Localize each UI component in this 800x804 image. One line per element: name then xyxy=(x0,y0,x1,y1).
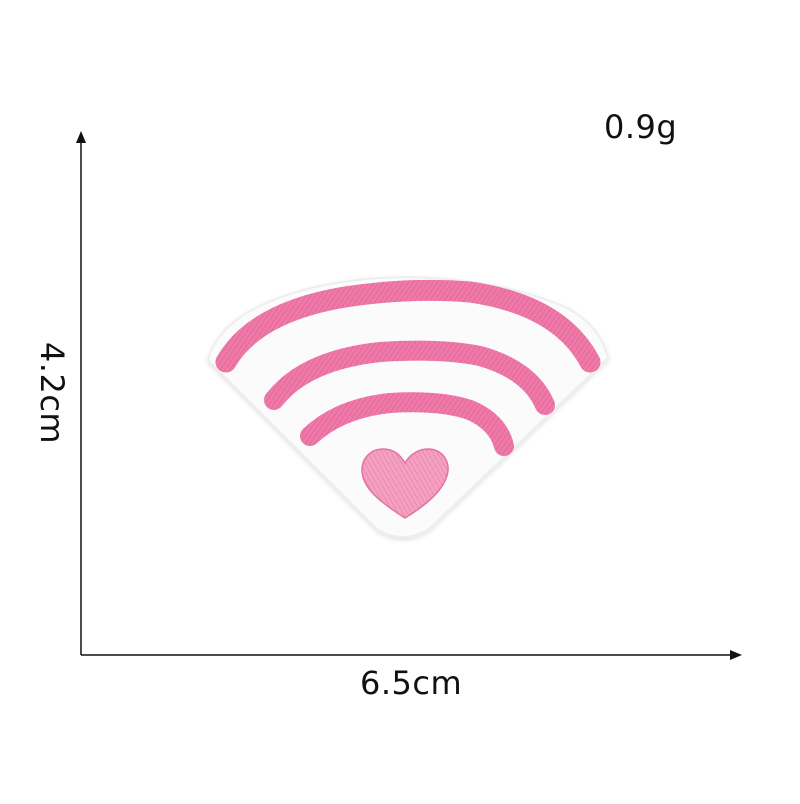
height-arrow xyxy=(76,131,86,655)
width-label: 6.5cm xyxy=(360,664,463,702)
width-arrow xyxy=(81,650,742,660)
weight-label: 0.9g xyxy=(604,108,678,146)
middle-signal-arc xyxy=(264,340,555,415)
inner-signal-arc xyxy=(300,392,514,456)
heart-icon xyxy=(361,448,449,519)
outer-signal-arc xyxy=(215,279,601,373)
height-label: 4.2cm xyxy=(33,341,71,445)
